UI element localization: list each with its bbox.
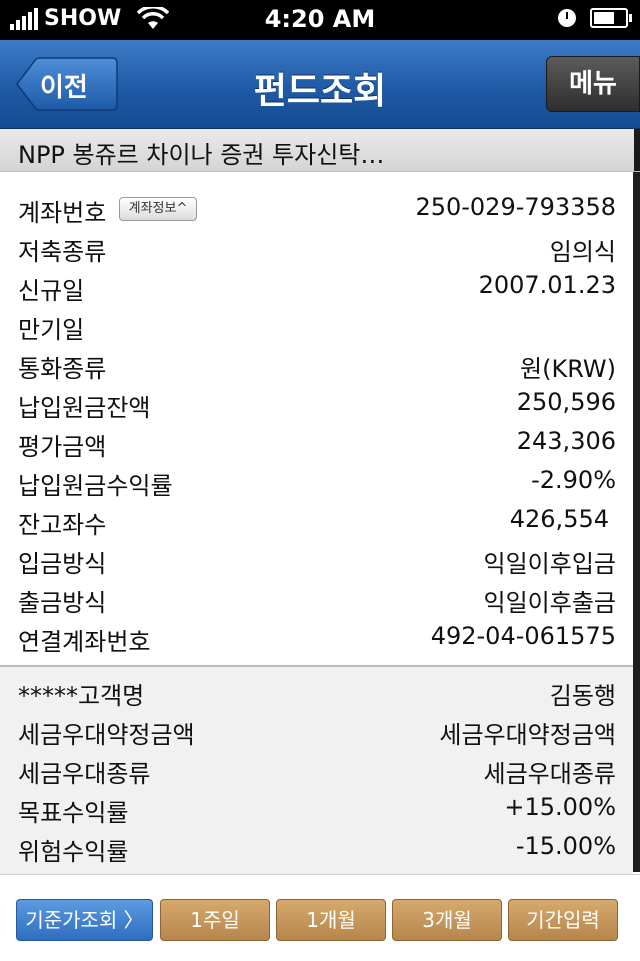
detail-row: 저축종류 임의식 (0, 229, 633, 268)
detail-label: 입금방식 (18, 550, 107, 578)
detail-value: 250-029-793358 (415, 193, 616, 221)
detail-value: 세금우대약정금액 (439, 721, 616, 749)
detail-row: 목표수익률 +15.00% (0, 790, 633, 829)
detail-value: 250,596 (516, 388, 616, 416)
detail-row: 입금방식 익일이후입금 (0, 541, 633, 580)
detail-value: 김동행 (549, 682, 616, 710)
detail-label: 연결계좌번호 (18, 628, 151, 656)
detail-label: 납입원금잔액 (18, 394, 151, 422)
fund-name: NPP 봉쥬르 차이나 증권 투자신탁… (18, 141, 385, 169)
detail-label: 납입원금수익률 (18, 472, 173, 500)
back-button-label: 이전 (40, 73, 88, 103)
back-arrow-shape (16, 57, 118, 111)
menu-button[interactable]: 메뉴 (546, 56, 640, 112)
detail-value: 익일이후출금 (483, 589, 616, 617)
scroll-rail (633, 172, 640, 872)
detail-row: 평가금액 243,306 (0, 424, 633, 463)
detail-row: 계좌번호 250-029-793358 (0, 190, 633, 229)
detail-row: 신규일 2007.01.23 (0, 268, 633, 307)
wifi-icon (137, 6, 170, 29)
detail-label: 세금우대약정금액 (18, 721, 195, 749)
carrier-name: SHOW (44, 6, 122, 31)
back-button[interactable]: 이전 (16, 57, 118, 111)
detail-value: 임의식 (549, 238, 616, 266)
detail-value: 원(KRW) (520, 355, 616, 383)
detail-row: 출금방식 익일이후출금 (0, 580, 633, 619)
detail-label: 통화종류 (18, 355, 107, 383)
three-month-button[interactable]: 3개월 (392, 899, 502, 941)
detail-value: 426,554 (509, 505, 609, 533)
detail-value: 2007.01.23 (478, 271, 616, 299)
period-input-button[interactable]: 기간입력 (508, 899, 618, 941)
detail-value: 243,306 (516, 427, 616, 455)
status-left: SHOW (10, 6, 170, 31)
detail-row: 잔고좌수 426,554 (0, 502, 633, 541)
detail-value: 익일이후입금 (483, 550, 616, 578)
detail-label: 출금방식 (18, 589, 107, 617)
detail-row: 위험수익률 -15.00% (0, 829, 633, 868)
status-bar: SHOW 4:20 AM (0, 0, 640, 40)
detail-label: 잔고좌수 (18, 511, 107, 539)
clock-time: 4:20 AM (264, 5, 376, 33)
signal-icon (10, 7, 38, 30)
detail-value: -2.90% (531, 466, 616, 494)
detail-label: 평가금액 (18, 433, 107, 461)
navigation-bar: 이전 펀드조회 메뉴 (0, 40, 640, 129)
detail-label: 목표수익률 (18, 799, 129, 827)
detail-row: 세금우대약정금액 세금우대약정금액 (0, 712, 633, 751)
one-month-button[interactable]: 1개월 (276, 899, 386, 941)
right-edge (634, 129, 640, 171)
detail-value: -15.00% (515, 832, 616, 860)
detail-row: 만기일 (0, 307, 633, 346)
detail-label: 신규일 (18, 277, 85, 305)
one-week-button[interactable]: 1주일 (160, 899, 270, 941)
detail-label: 만기일 (18, 316, 85, 344)
price-lookup-button[interactable]: 기준가조회 〉 (16, 899, 153, 941)
battery-icon (590, 8, 632, 28)
fund-name-header: NPP 봉쥬르 차이나 증권 투자신탁… (0, 129, 640, 172)
detail-row: 통화종류 원(KRW) (0, 346, 633, 385)
detail-value: +15.00% (504, 793, 616, 821)
alarm-icon (558, 9, 576, 27)
page-title: 펀드조회 (253, 71, 387, 112)
extra-details: *****고객명 김동행 세금우대약정금액 세금우대약정금액 세금우대종류 세금… (0, 665, 633, 875)
detail-row: 납입원금잔액 250,596 (0, 385, 633, 424)
detail-row: 납입원금수익률 -2.90% (0, 463, 633, 502)
status-right (558, 8, 632, 28)
bottom-toolbar: 기준가조회 〉 1주일 1개월 3개월 기간입력 (0, 874, 640, 961)
detail-label: 세금우대종류 (18, 760, 151, 788)
detail-value: 492-04-061575 (430, 622, 616, 650)
detail-row: 연결계좌번호 492-04-061575 (0, 619, 633, 658)
detail-label: 위험수익률 (18, 838, 129, 866)
detail-label: *****고객명 (18, 682, 145, 710)
account-details: 계좌번호 250-029-793358 계좌정보^ 저축종류 임의식 신규일 2… (0, 172, 633, 664)
detail-label: 저축종류 (18, 238, 107, 266)
detail-label: 계좌번호 (18, 199, 107, 227)
detail-value: 세금우대종류 (483, 760, 616, 788)
account-info-toggle[interactable]: 계좌정보^ (119, 197, 197, 221)
detail-row: 세금우대종류 세금우대종류 (0, 751, 633, 790)
detail-row: *****고객명 김동행 (0, 673, 633, 712)
